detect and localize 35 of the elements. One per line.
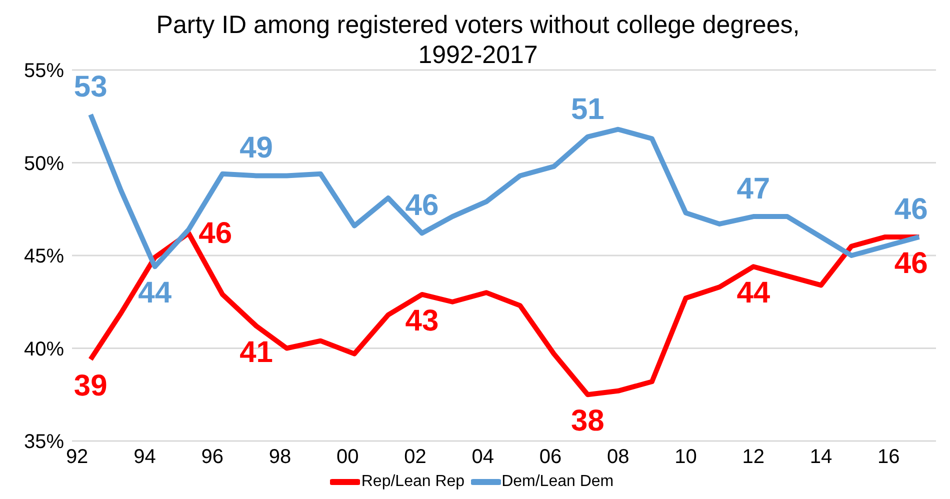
x-tick-label: 00 <box>336 446 359 468</box>
x-tick-label: 06 <box>539 446 562 468</box>
data-label: 41 <box>240 336 273 369</box>
y-tick-label: 55% <box>24 60 64 82</box>
data-label: 46 <box>198 217 232 250</box>
y-tick-label: 35% <box>24 431 64 454</box>
y-tick-label: 40% <box>24 338 64 360</box>
y-tick-label: 45% <box>24 246 64 268</box>
x-tick-label: 12 <box>742 446 765 468</box>
data-label: 39 <box>74 369 108 402</box>
data-label: 46 <box>894 246 928 280</box>
x-tick-label: 96 <box>201 446 224 468</box>
x-tick-label: 92 <box>66 446 88 468</box>
y-tick-label: 50% <box>24 152 64 175</box>
x-tick-label: 94 <box>134 446 156 468</box>
data-label: 47 <box>736 172 770 206</box>
x-tick-label: 98 <box>268 446 292 468</box>
data-label: 51 <box>571 92 604 126</box>
data-label: 49 <box>240 132 273 165</box>
data-label: 53 <box>74 70 108 104</box>
x-tick-label: 16 <box>878 446 900 468</box>
x-tick-label: 08 <box>607 446 630 468</box>
data-label: 44 <box>736 276 770 310</box>
x-tick-label: 04 <box>472 446 494 468</box>
data-label: 38 <box>571 404 604 438</box>
x-tick-label: 10 <box>674 446 697 468</box>
x-tick-label: 02 <box>404 446 426 468</box>
data-label: 44 <box>138 276 172 310</box>
chart-title: Party ID among registered voters without college degrees, 1992-2017 <box>155 10 801 70</box>
data-label: 46 <box>405 189 439 222</box>
legend-label: Rep/Lean Rep <box>361 473 465 491</box>
data-label: 46 <box>894 192 928 226</box>
data-label: 43 <box>405 304 439 338</box>
x-tick-label: 14 <box>810 446 832 468</box>
legend-label: Dem/Lean Dem <box>502 473 614 491</box>
